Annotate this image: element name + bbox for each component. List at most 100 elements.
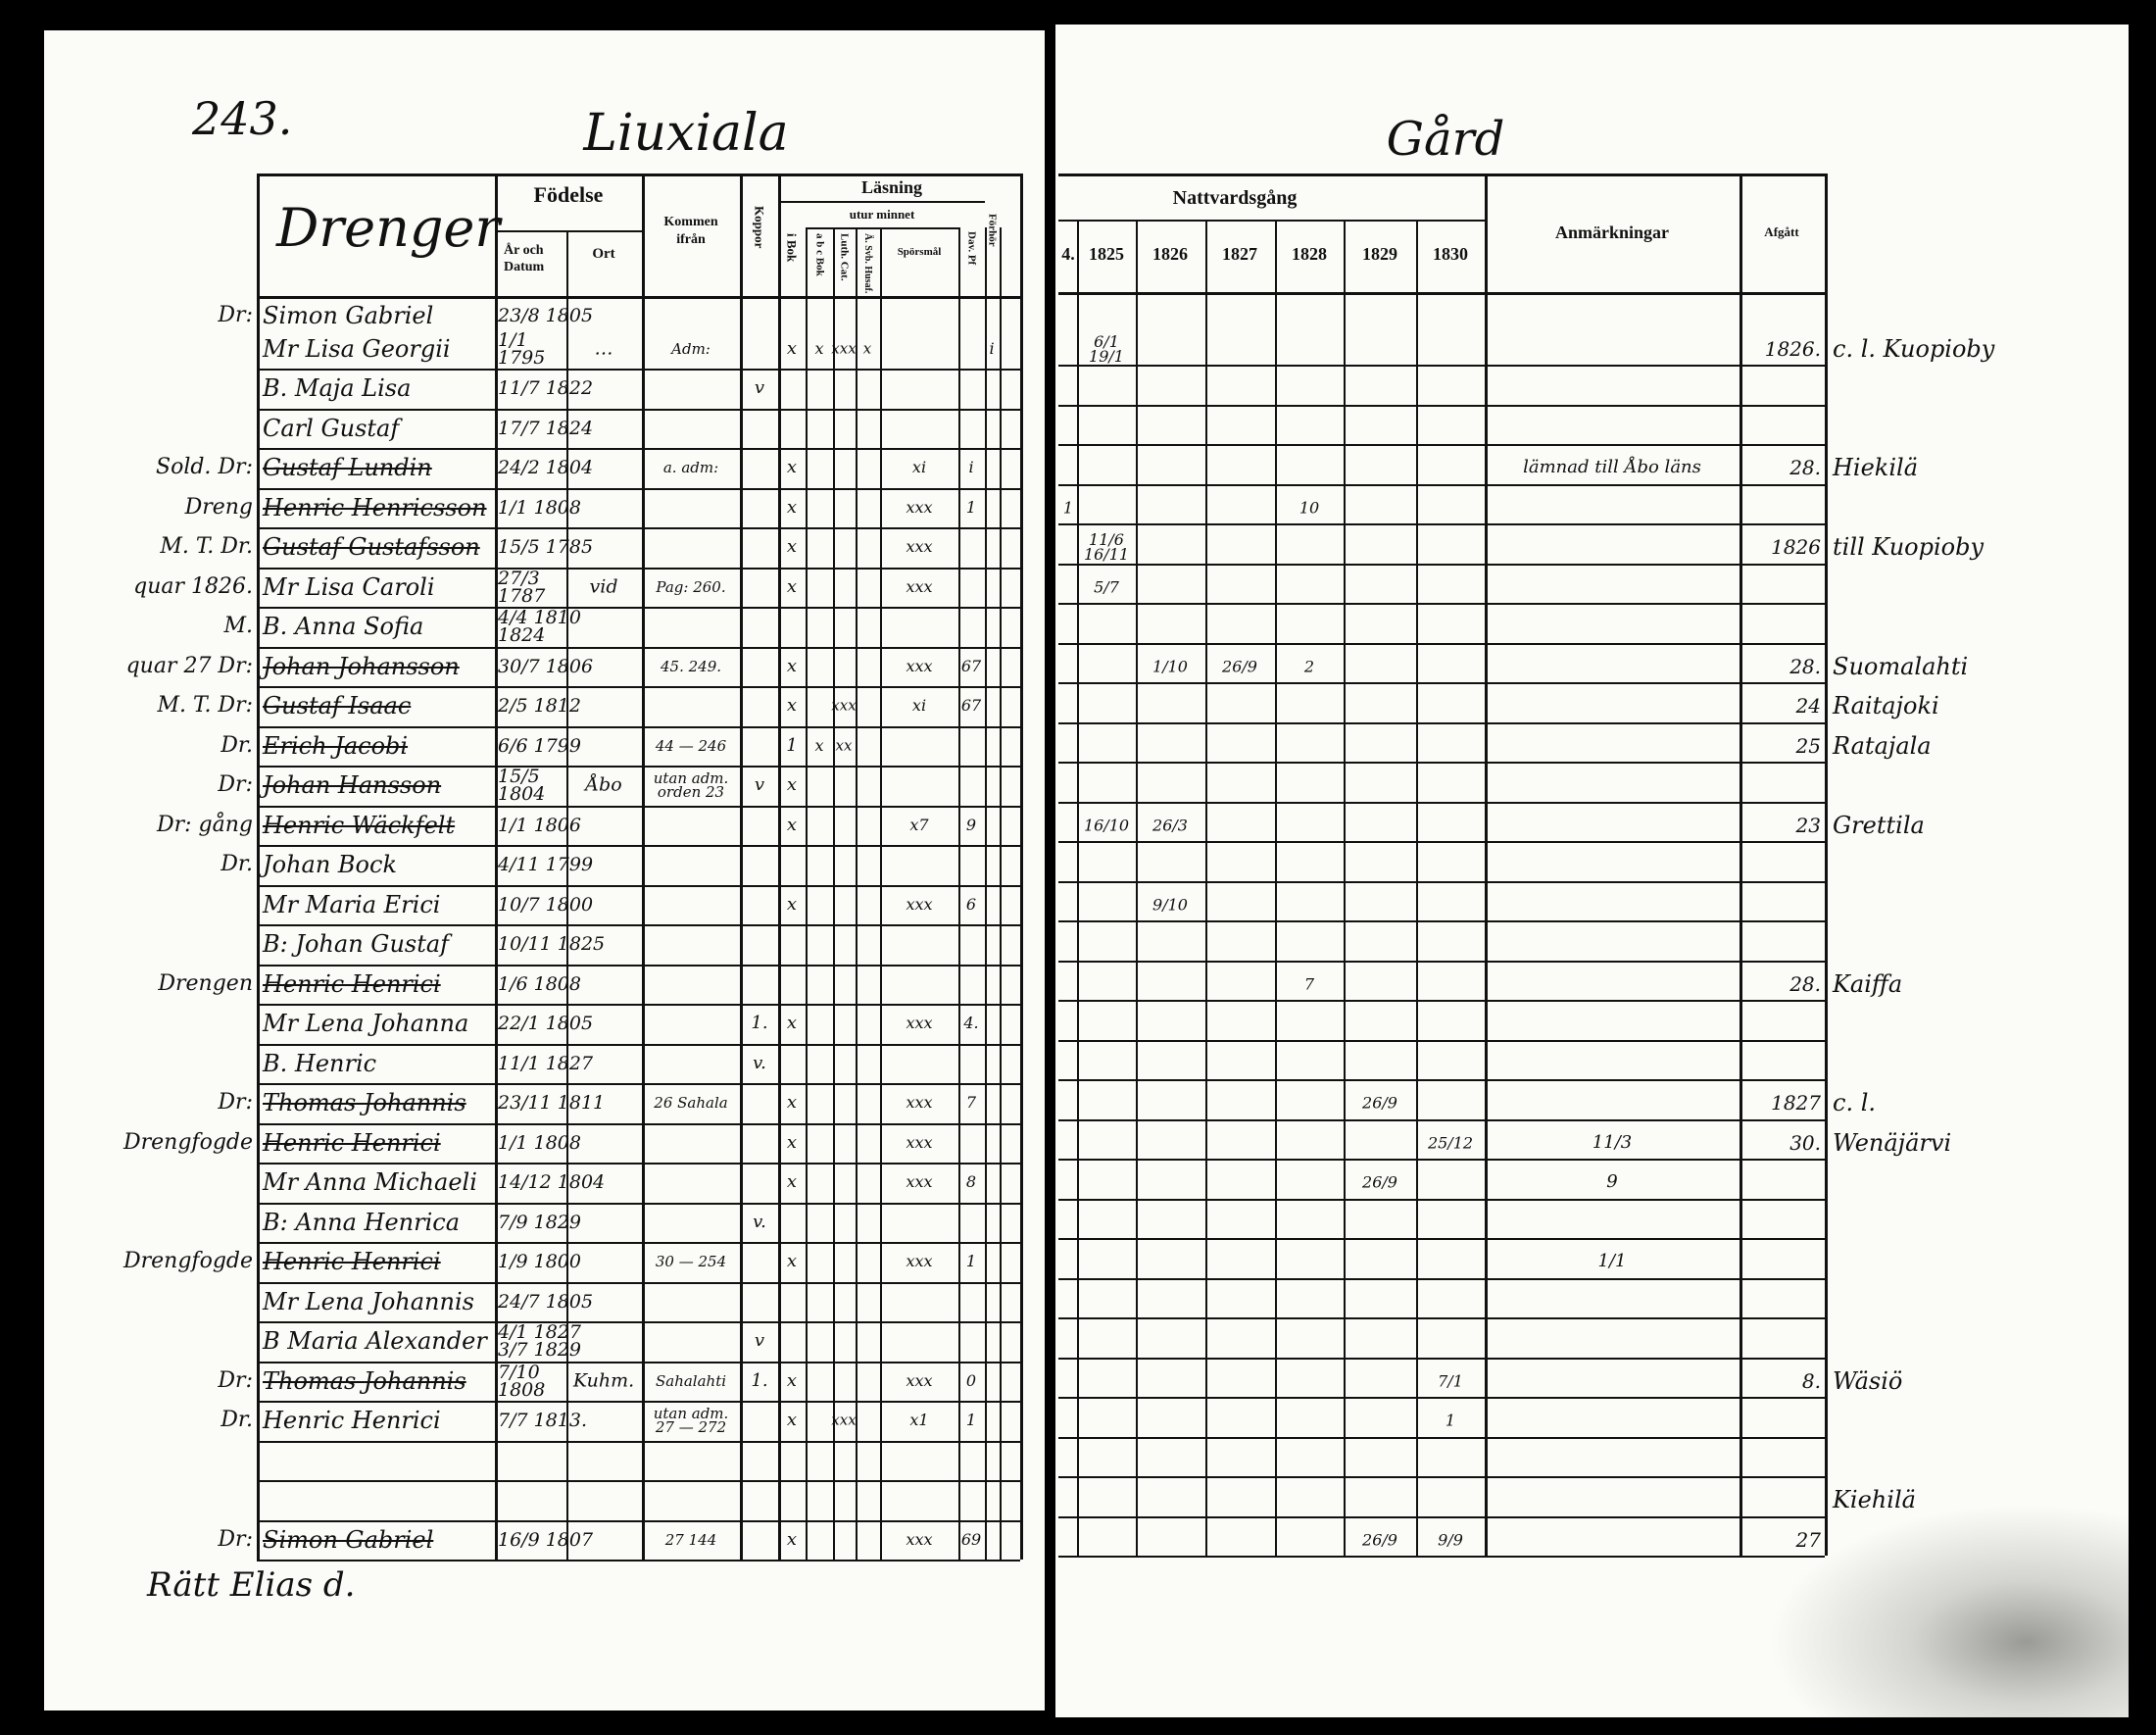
row-birth: 14/12 1804 [498,1170,606,1193]
left-row-line [257,1362,1020,1363]
right-page [1055,25,2129,1717]
row-name: Henric Henrici [263,969,441,998]
row-ibok: x [786,536,798,557]
row-ibok: x [786,1251,798,1271]
row-koppor: v [754,1330,765,1351]
row-margin: M. T. Dr: [157,693,253,718]
left-column-line [642,174,645,1560]
right-row-line [1058,841,1825,843]
row-communion-1829: 26/9 [1362,1529,1397,1549]
left-row-line [257,1282,1020,1284]
right-row-line [1058,643,1825,645]
left-row-line [257,924,1020,926]
header-ort: Ort [592,246,615,262]
left-row-line [257,1441,1020,1443]
header-i-bok: i Bok [784,233,800,263]
row-ibok: x [786,575,798,597]
row-anm: 11/3 [1592,1131,1633,1153]
left-row-line [257,488,1020,490]
row-dest: c. l. [1833,1089,1877,1116]
right-column-line [1825,174,1828,1556]
farm-type-title: Gård [1386,112,1505,167]
row-margin: Dr. [220,852,253,876]
row-margin: quar 1826. [133,573,253,599]
row-name: B. Maja Lisa [263,374,412,402]
row-communion-1830: 9/9 [1438,1529,1463,1549]
row-name: B Maria Alexander [263,1327,487,1355]
row-dav: i [968,458,974,476]
row-name: Mr Lena Johannis [263,1287,474,1315]
left-row-line [257,647,1020,649]
fodelse-underline [495,230,642,232]
row-birth: 6/6 1799 [498,734,581,757]
footer-note: Rätt Elias d. [147,1565,356,1605]
left-column-line [778,174,781,1560]
row-name: Gustaf Gustafsson [263,533,480,561]
left-row-line [257,1242,1020,1244]
row-from: Sahalahti [655,1371,727,1390]
row-ibok: x [786,1369,798,1391]
row-birth: 15/5 1804 [498,765,546,805]
row-name: Carl Gustaf [263,414,400,442]
header-drenger: Drenger [276,197,501,259]
row-margin: Dr: [218,303,253,327]
row-koppor: 1. [751,1013,768,1033]
row-sp: xi [911,696,927,715]
row-birth: 7/9 1829 [498,1211,581,1233]
row-birth: 7/10 1808 [498,1361,546,1401]
right-table-top [1058,174,1825,176]
row-birth: 11/7 1822 [498,376,594,399]
right-row-line [1058,405,1825,407]
row-birth: 30/7 1806 [498,655,594,677]
row-name: Johan Hansson [263,771,442,799]
left-column-line [1020,174,1023,1560]
header-a-svb-husaf: Ä. Svb. Husaf. [862,233,873,294]
row-dest: Ratajala [1833,731,1932,760]
row-margin: Drengfogde [123,1129,253,1155]
row-afgatt: 1826. [1764,337,1821,361]
row-name: Henric Henrici [263,1407,441,1434]
row-ibok: x [786,338,798,359]
row-name: Gustaf Lundin [263,454,432,481]
left-row-line [257,1560,1020,1562]
left-page [44,30,1045,1710]
row-birth: 17/7 1824 [498,417,594,439]
row-dav: 1 [965,1252,977,1270]
right-column-line [1205,220,1207,1556]
row-place: Kuhm. [572,1369,635,1391]
right-row-line [1058,1199,1825,1201]
header-abc-bok: a b c Bok [813,233,826,276]
row-ibok: x [786,1410,798,1430]
row-birth: 1/1 1795 [498,328,546,369]
row-communion-1824: 1 [1062,497,1074,517]
right-column-line [1136,220,1138,1556]
left-column-line [958,227,960,1560]
row-name: Thomas Johannis [263,1366,466,1395]
right-row-line [1058,523,1825,525]
row-communion-1829: 26/9 [1362,1093,1397,1113]
header-forhor: Förhör [986,214,999,247]
row-margin: Dr: [218,772,253,797]
row-anm: lämnad till Åbo läns [1523,457,1701,477]
row-luth: xxx [831,339,857,358]
row-communion-1825: 11/6 16/11 [1083,529,1130,564]
row-communion-1825: 16/10 [1083,815,1130,834]
row-dest: Wenäjärvi [1833,1128,1952,1157]
row-dav: 6 [965,894,977,914]
row-from: 27 144 [664,1530,717,1549]
row-communion-1826: 26/3 [1152,815,1188,834]
row-afgatt: 1827 [1771,1091,1821,1115]
left-row-line [257,1123,1020,1125]
right-row-line [1058,564,1825,566]
header-year: 1830 [1433,244,1468,264]
row-name: Mr Anna Michaeli [263,1168,477,1196]
header-year: 1825 [1089,244,1124,264]
row-dav: 67 [960,696,982,715]
row-sp: x7 [909,815,929,834]
row-name: Johan Johansson [263,652,460,680]
row-dav: 67 [960,656,982,675]
right-row-line [1058,365,1825,367]
left-column-line [806,227,808,1560]
row-dav: 8 [965,1172,977,1191]
